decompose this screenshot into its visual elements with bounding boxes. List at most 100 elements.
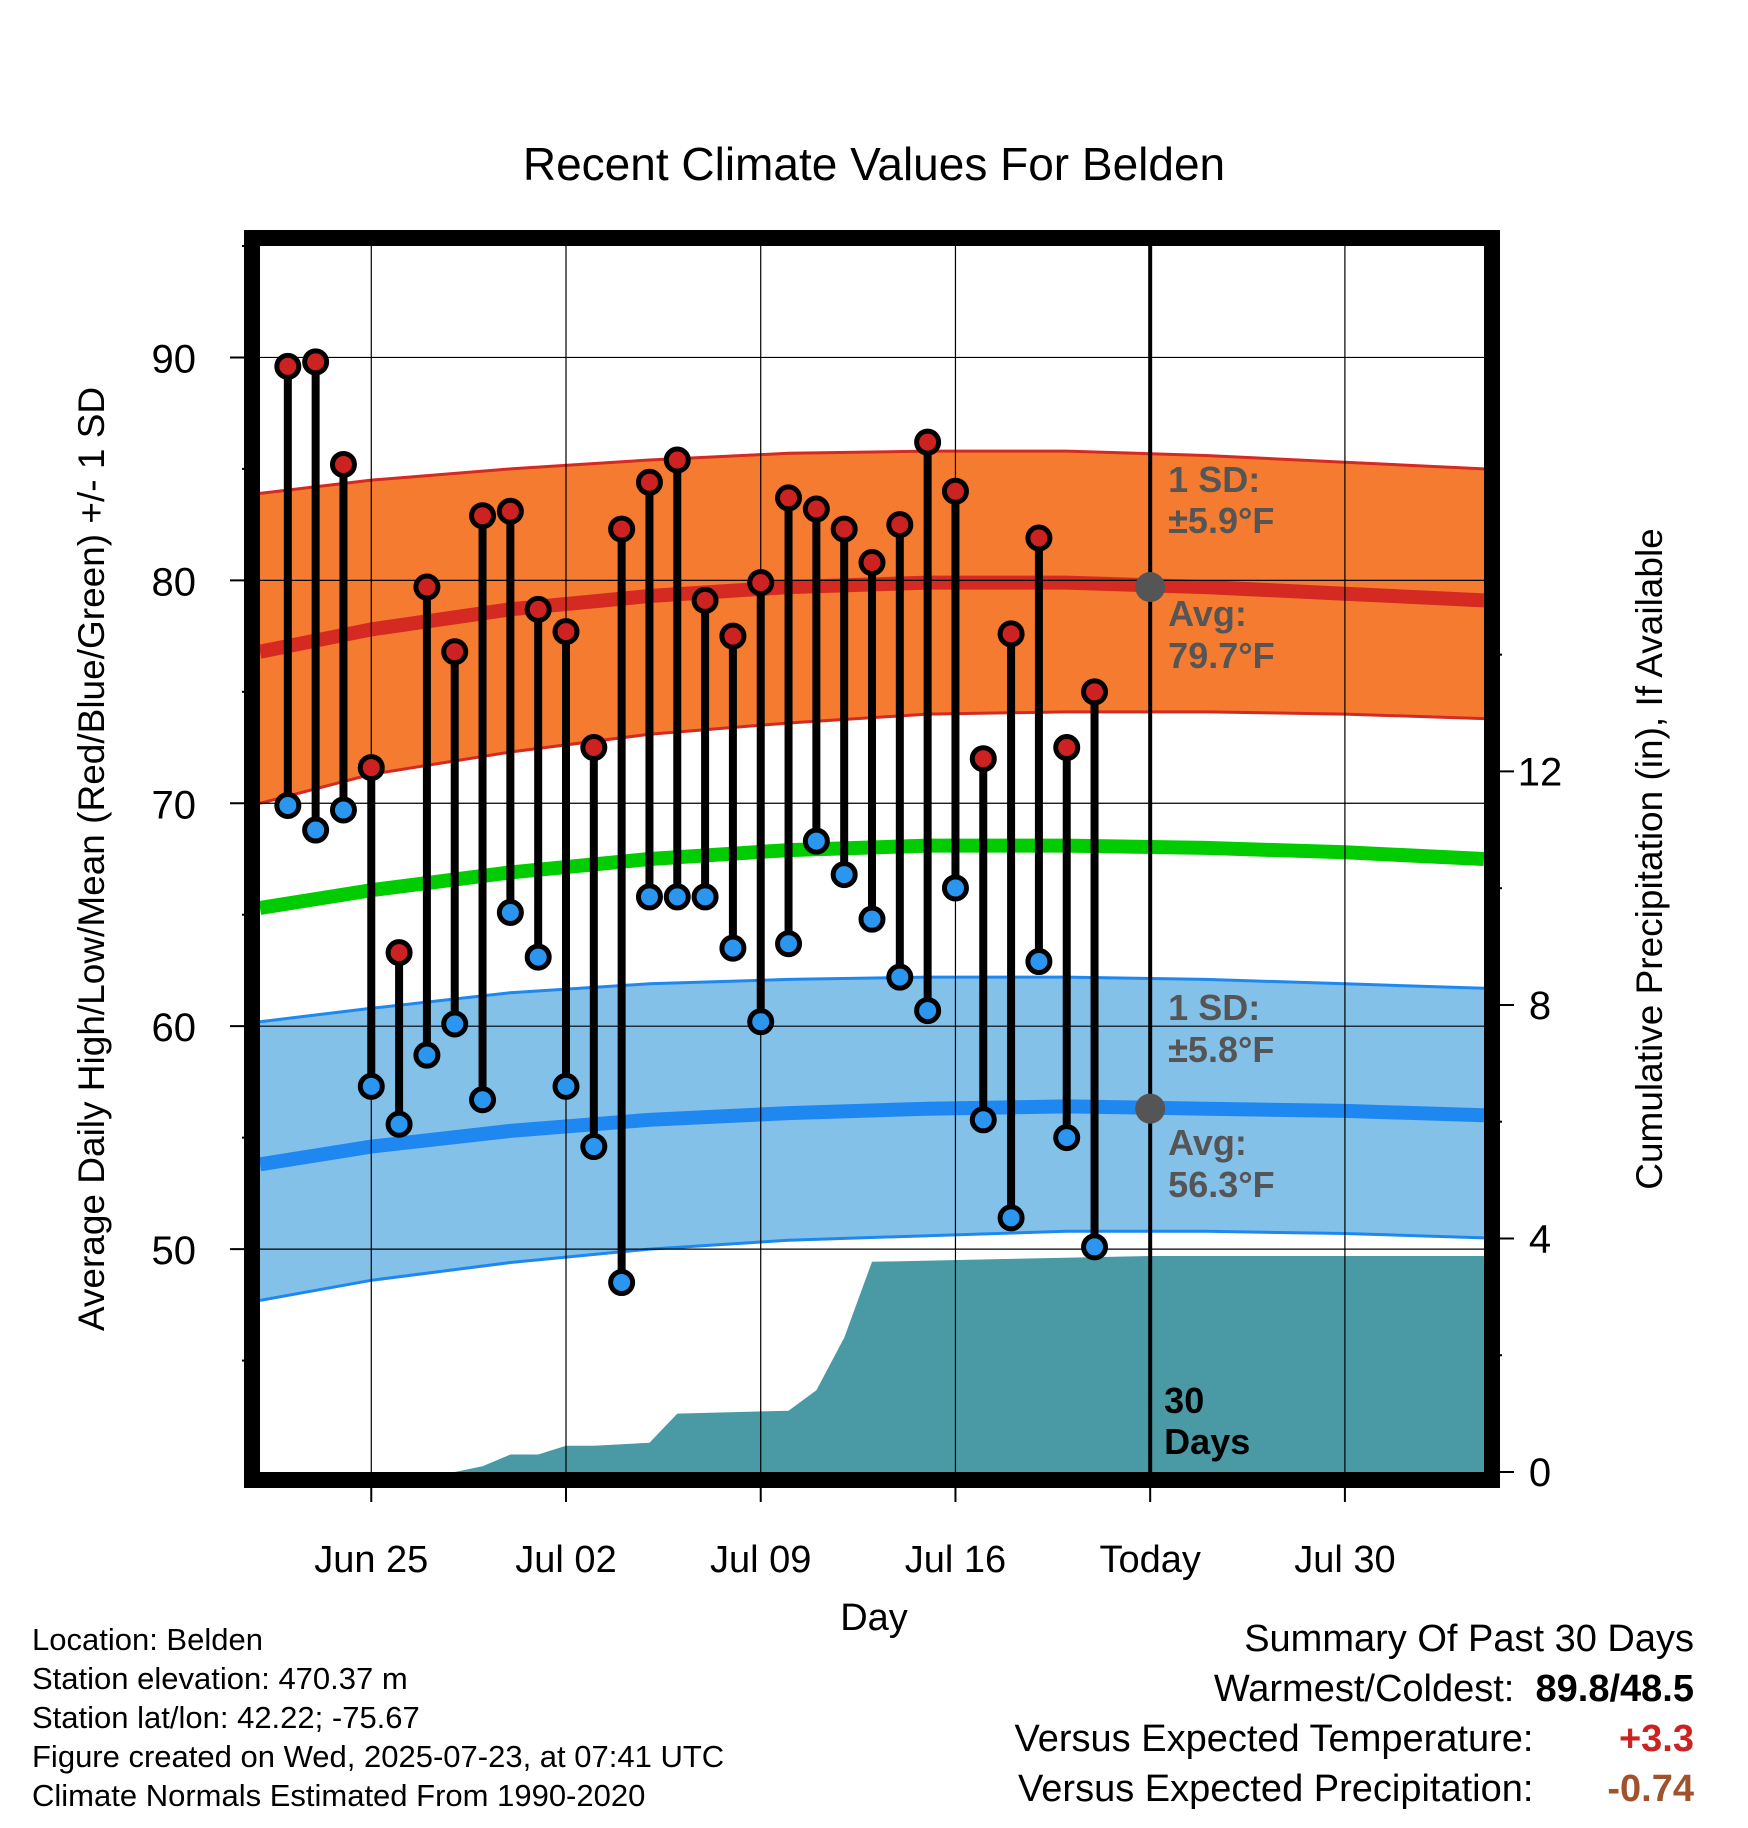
high-sd-value: ±5.9°F xyxy=(1168,500,1274,541)
daily-low-point xyxy=(663,883,691,911)
high-sd-band-upper-edge xyxy=(260,449,1484,495)
daily-low-point xyxy=(524,943,552,971)
high-average-line xyxy=(260,575,1484,659)
daily-high-point xyxy=(719,622,747,650)
daily-low-point xyxy=(608,1269,636,1297)
x-axis-label: Day xyxy=(840,1597,908,1639)
period-label-number: 30 xyxy=(1164,1380,1204,1421)
daily-low-point xyxy=(691,883,719,911)
x-tick-label: Jul 09 xyxy=(710,1539,811,1581)
daily-high-point xyxy=(552,618,580,646)
daily-low-point xyxy=(886,963,914,991)
precip-departure-value: -0.74 xyxy=(1607,1768,1694,1810)
low-sd-band-lower-edge xyxy=(260,1229,1484,1302)
temp-departure-value: +3.3 xyxy=(1618,1718,1694,1760)
daily-high-point xyxy=(635,468,663,496)
low-sd-band-upper-edge xyxy=(260,975,1484,1024)
today-low-avg-marker xyxy=(1135,1093,1166,1124)
precip-label: Versus Expected Precipitation: xyxy=(1018,1768,1534,1810)
low-avg-value: 56.3°F xyxy=(1168,1164,1274,1205)
today-high-avg-marker xyxy=(1135,572,1166,603)
daily-low-point xyxy=(997,1204,1025,1232)
warmest-value: 89.8 xyxy=(1535,1668,1610,1710)
daily-low-point xyxy=(302,816,330,844)
daily-high-point xyxy=(1053,734,1081,762)
summary-temp: Versus Expected Temperature: +3.3 xyxy=(1015,1714,1694,1764)
period-label-days: Days xyxy=(1164,1421,1250,1462)
x-tick-label: Jul 30 xyxy=(1294,1539,1395,1581)
x-tick-label: Jul 02 xyxy=(515,1539,616,1581)
daily-high-point xyxy=(524,595,552,623)
summary-panel: Summary Of Past 30 Days Warmest/Coldest:… xyxy=(1015,1614,1694,1814)
daily-low-point xyxy=(747,1008,775,1036)
latlon-text: Station lat/lon: 42.22; -75.67 xyxy=(32,1700,420,1735)
precipitation-area xyxy=(260,1256,1484,1472)
daily-high-point xyxy=(886,511,914,539)
high-sd-band-lower-edge xyxy=(260,710,1484,805)
y2-tick-label: 0 xyxy=(1529,1451,1551,1495)
y-tick-label: 90 xyxy=(152,337,197,381)
plot-frame xyxy=(244,230,1500,1488)
daily-high-point xyxy=(329,450,357,478)
y2-tick-label: 8 xyxy=(1529,984,1551,1028)
daily-low-point xyxy=(441,1010,469,1038)
daily-high-point xyxy=(830,515,858,543)
x-tick-label: Today xyxy=(1099,1539,1200,1581)
daily-low-point xyxy=(1025,948,1053,976)
y-tick-label: 50 xyxy=(152,1229,197,1273)
high-avg-label: Avg: xyxy=(1168,593,1247,634)
y-tick-label: 80 xyxy=(152,560,197,604)
created-text: Figure created on Wed, 2025-07-23, at 07… xyxy=(32,1739,725,1774)
daily-high-point xyxy=(385,939,413,967)
daily-low-point xyxy=(552,1072,580,1100)
daily-high-point xyxy=(663,446,691,474)
chart-title: Recent Climate Values For Belden xyxy=(523,138,1225,190)
daily-high-point xyxy=(413,573,441,601)
daily-low-point xyxy=(941,874,969,902)
summary-heading: Summary Of Past 30 Days xyxy=(1244,1618,1694,1660)
daily-high-point xyxy=(969,745,997,773)
daily-low-point xyxy=(329,796,357,824)
daily-high-point xyxy=(580,734,608,762)
warm-cold-value: 89.8/48.5 xyxy=(1536,1664,1695,1714)
daily-low-point xyxy=(719,934,747,962)
daily-high-point xyxy=(997,620,1025,648)
high-sd-label: 1 SD: xyxy=(1168,459,1260,500)
daily-low-point xyxy=(357,1072,385,1100)
low-average-line xyxy=(260,1099,1484,1172)
daily-low-point xyxy=(385,1110,413,1138)
daily-high-point xyxy=(802,495,830,523)
location-text: Location: Belden xyxy=(32,1622,263,1657)
daily-low-point xyxy=(413,1041,441,1069)
mean-average-line xyxy=(260,838,1484,915)
daily-low-point xyxy=(775,930,803,958)
y-tick-label: 70 xyxy=(152,783,197,827)
y2-tick-label: 4 xyxy=(1529,1217,1551,1261)
daily-high-point xyxy=(274,352,302,380)
daily-high-point xyxy=(1081,678,1109,706)
normals-text: Climate Normals Estimated From 1990-2020 xyxy=(32,1778,646,1813)
daily-high-point xyxy=(858,549,886,577)
daily-low-point xyxy=(496,898,524,926)
warm-cold-label: Warmest/Coldest: xyxy=(1213,1668,1515,1710)
daily-low-point xyxy=(1053,1124,1081,1152)
daily-low-point xyxy=(274,792,302,820)
low-sd-value: ±5.8°F xyxy=(1168,1029,1274,1070)
y2-axis-label: Cumulative Precipitation (in), If Availa… xyxy=(1629,528,1670,1190)
daily-low-point xyxy=(969,1106,997,1134)
daily-high-point xyxy=(775,484,803,512)
daily-low-point xyxy=(914,997,942,1025)
daily-low-point xyxy=(635,883,663,911)
elevation-text: Station elevation: 470.37 m xyxy=(32,1661,408,1696)
daily-high-point xyxy=(608,515,636,543)
y-tick-label: 60 xyxy=(152,1006,197,1050)
daily-low-point xyxy=(802,827,830,855)
daily-high-point xyxy=(747,569,775,597)
daily-low-point xyxy=(858,905,886,933)
daily-low-point xyxy=(1081,1233,1109,1261)
x-tick-label: Jul 16 xyxy=(905,1539,1006,1581)
daily-high-point xyxy=(1025,524,1053,552)
coldest-value: 48.5 xyxy=(1620,1668,1694,1710)
